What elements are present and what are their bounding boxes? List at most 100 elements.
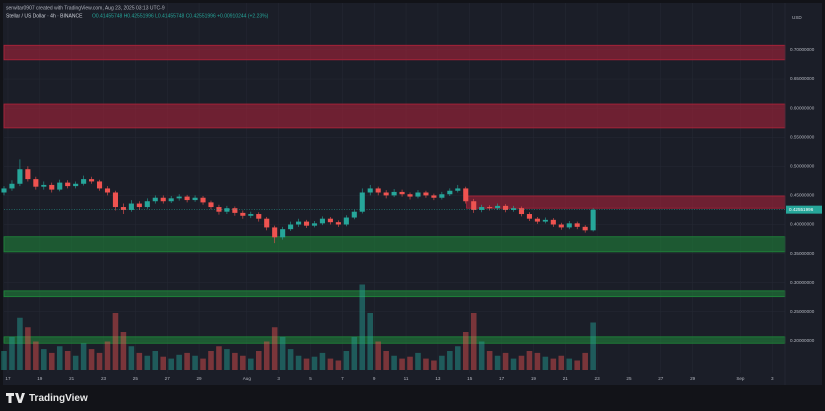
volume-bar — [184, 352, 190, 370]
y-tick-label: 0.65000000 — [790, 76, 815, 81]
volume-bar — [104, 341, 111, 370]
x-tick-label: 21 — [563, 376, 569, 381]
candle-body — [447, 190, 453, 195]
candle-body — [423, 192, 429, 196]
candle-body — [495, 205, 501, 209]
volume-bar — [502, 352, 509, 370]
candle-body — [280, 229, 286, 238]
x-tick-label: 3 — [277, 376, 280, 381]
candle-body — [264, 218, 270, 228]
candle-body — [272, 227, 278, 238]
volume-bar — [518, 355, 525, 370]
volume-bar — [88, 349, 95, 370]
volume-bar — [558, 355, 565, 370]
volume-bar — [136, 352, 143, 370]
candle-body — [104, 188, 111, 193]
candle-body — [296, 221, 302, 225]
y-tick-label: 0.60000000 — [790, 105, 815, 110]
candle-body — [248, 214, 254, 216]
y-tick-label: 0.30000000 — [790, 280, 815, 285]
x-tick-label: 7 — [341, 376, 344, 381]
volume-bar — [208, 351, 214, 370]
zone — [3, 103, 786, 129]
candle-body — [288, 224, 294, 230]
candle-body — [550, 219, 556, 225]
candle-body — [240, 212, 246, 216]
volume-bar — [33, 341, 39, 370]
volume-bar — [112, 313, 119, 370]
volume-bar — [216, 346, 222, 370]
candle-body — [303, 221, 310, 226]
candle-body — [431, 195, 437, 198]
volume-bar — [407, 356, 413, 370]
volume-bar — [534, 352, 541, 370]
candle-body — [558, 224, 564, 228]
candle-body — [391, 191, 397, 196]
candle-body — [574, 223, 580, 227]
x-tick-label: 29 — [690, 376, 696, 381]
currency: USD — [792, 15, 802, 20]
volume-bar — [279, 336, 286, 370]
candle-body — [455, 188, 461, 191]
candle-body — [566, 223, 572, 228]
x-tick-label: 19 — [531, 376, 537, 381]
candle-body — [311, 223, 318, 226]
volume-bar — [48, 352, 55, 370]
volume-bar — [462, 332, 469, 370]
volume-bar — [359, 284, 366, 370]
volume-bar — [431, 360, 437, 370]
volume-bar — [470, 313, 477, 370]
candle-body — [399, 191, 405, 195]
volume-bar — [192, 355, 198, 370]
volume-bar — [152, 351, 159, 370]
volume-bar — [9, 336, 15, 370]
x-tick-label: 25 — [133, 376, 139, 381]
candle-body — [463, 188, 469, 202]
candle-body — [526, 214, 532, 219]
candle-body — [335, 222, 341, 225]
y-tick-label: 0.45000000 — [790, 193, 815, 198]
volume-bar — [64, 351, 71, 370]
volume-bar — [128, 346, 135, 370]
volume-bar — [255, 351, 262, 370]
zone — [3, 236, 786, 253]
candle-body — [81, 179, 87, 184]
volume-bar — [200, 358, 206, 370]
volume-bar — [526, 351, 533, 370]
candle-body — [200, 197, 206, 203]
volume-bar — [120, 332, 127, 370]
candle-body — [168, 198, 174, 202]
volume-bar — [1, 351, 7, 370]
zone — [3, 44, 786, 61]
y-tick-label: 0.20000000 — [790, 338, 815, 343]
volume-bar — [96, 352, 103, 370]
brand: TradingView — [29, 393, 88, 404]
volume-bar — [494, 355, 501, 370]
candle-body — [57, 182, 63, 190]
x-tick-label: 9 — [373, 376, 376, 381]
candle-body — [17, 169, 23, 184]
candle-body — [471, 201, 477, 210]
candle-body — [112, 192, 119, 208]
x-tick-label: 11 — [404, 376, 409, 381]
y-tick-label: 0.40000000 — [790, 222, 815, 227]
volume-bar — [335, 360, 342, 370]
candle-body — [407, 194, 413, 197]
candle-body — [343, 217, 349, 225]
y-tick-label: 0.35000000 — [790, 251, 815, 256]
candle-body — [49, 184, 55, 190]
volume-bar — [439, 355, 445, 370]
candle-body — [73, 183, 79, 187]
last-price-tag — [786, 205, 822, 214]
x-tick-label: 27 — [165, 376, 171, 381]
volume-bar — [478, 341, 485, 370]
candle-body — [136, 203, 142, 208]
candle-body — [375, 188, 381, 193]
candle-body — [160, 197, 166, 202]
candle-body — [542, 219, 548, 222]
candle-body — [510, 208, 517, 210]
volume-bar — [566, 358, 573, 370]
candle-body — [33, 179, 39, 187]
volume-bar — [574, 360, 580, 370]
